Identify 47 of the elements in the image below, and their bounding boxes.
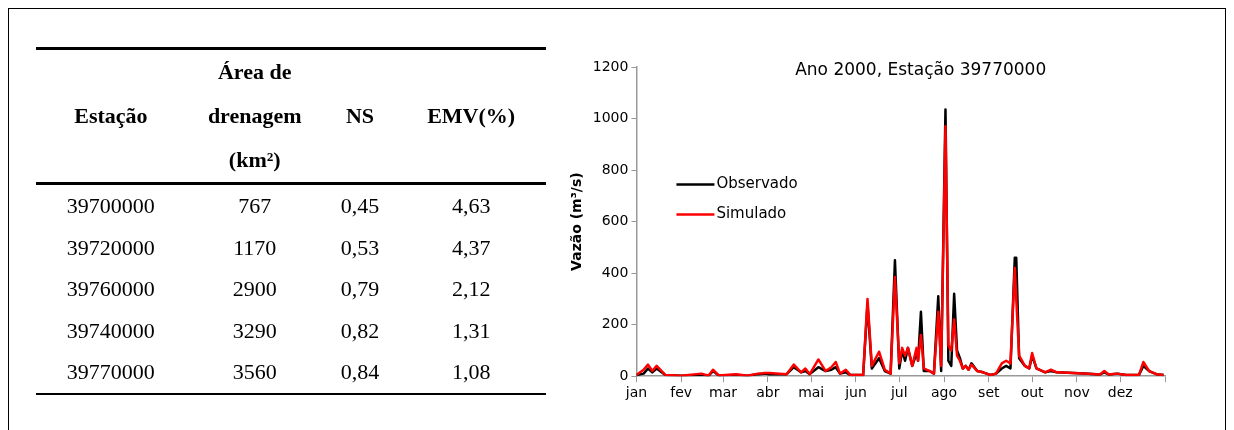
- x-tick-label: jan: [624, 384, 648, 401]
- y-tick-label: 1200: [592, 57, 629, 74]
- text: 3560: [232, 359, 277, 384]
- x-tick-label: set: [978, 384, 1001, 401]
- y-tick-label: 600: [601, 212, 629, 229]
- text: 0,82: [340, 317, 380, 343]
- x-tick-label: fev: [670, 384, 693, 401]
- y-tick-label: 800: [601, 160, 629, 177]
- text: 2900: [232, 276, 277, 301]
- x-tick-label: mar: [709, 384, 738, 401]
- category-label: Área de drenagem (km²): [185, 48, 324, 184]
- legend-label: Observado: [716, 174, 798, 193]
- text: 39770000: [66, 359, 155, 384]
- y-tick-label: 1000: [592, 109, 629, 126]
- text: 1,08: [451, 359, 491, 384]
- text: 39700000: [66, 193, 155, 218]
- text: 39720000: [66, 234, 155, 260]
- text: 1170: [233, 234, 277, 260]
- text: 3290: [232, 317, 277, 343]
- x-tick-label: dez: [1107, 384, 1133, 401]
- text: 767: [238, 193, 272, 218]
- text: 0,84: [340, 359, 380, 384]
- x-tick-label: out: [1020, 384, 1045, 401]
- legend-label: Simulado: [716, 204, 787, 223]
- category-label: NS: [323, 48, 397, 184]
- y-tick-label: 200: [601, 315, 629, 332]
- x-tick-label: nov: [1064, 384, 1090, 401]
- text: 0,79: [340, 276, 380, 301]
- x-tick-label: jul: [889, 384, 908, 401]
- text: 39740000: [66, 317, 155, 343]
- y-axis-title: Vazão (m³/s): [568, 172, 585, 271]
- x-tick-label: abr: [756, 384, 780, 401]
- x-tick-label: mai: [798, 384, 825, 401]
- text: 0,53: [340, 234, 380, 260]
- chart-title: Ano 2000, Estação 39770000: [795, 59, 1047, 80]
- x-tick-label: ago: [931, 384, 958, 401]
- category-label: EMV(%): [396, 48, 546, 184]
- text: 39760000: [66, 276, 155, 301]
- text: 2,12: [451, 276, 491, 301]
- text: 4,63: [451, 193, 491, 218]
- text: 0,45: [340, 193, 380, 218]
- category-label: Estação: [36, 48, 186, 184]
- x-tick-label: jun: [844, 384, 867, 401]
- text: 1,31: [451, 317, 491, 343]
- y-tick-label: 400: [601, 263, 629, 280]
- y-tick-label: 0: [619, 366, 629, 383]
- text: 4,37: [451, 234, 491, 260]
